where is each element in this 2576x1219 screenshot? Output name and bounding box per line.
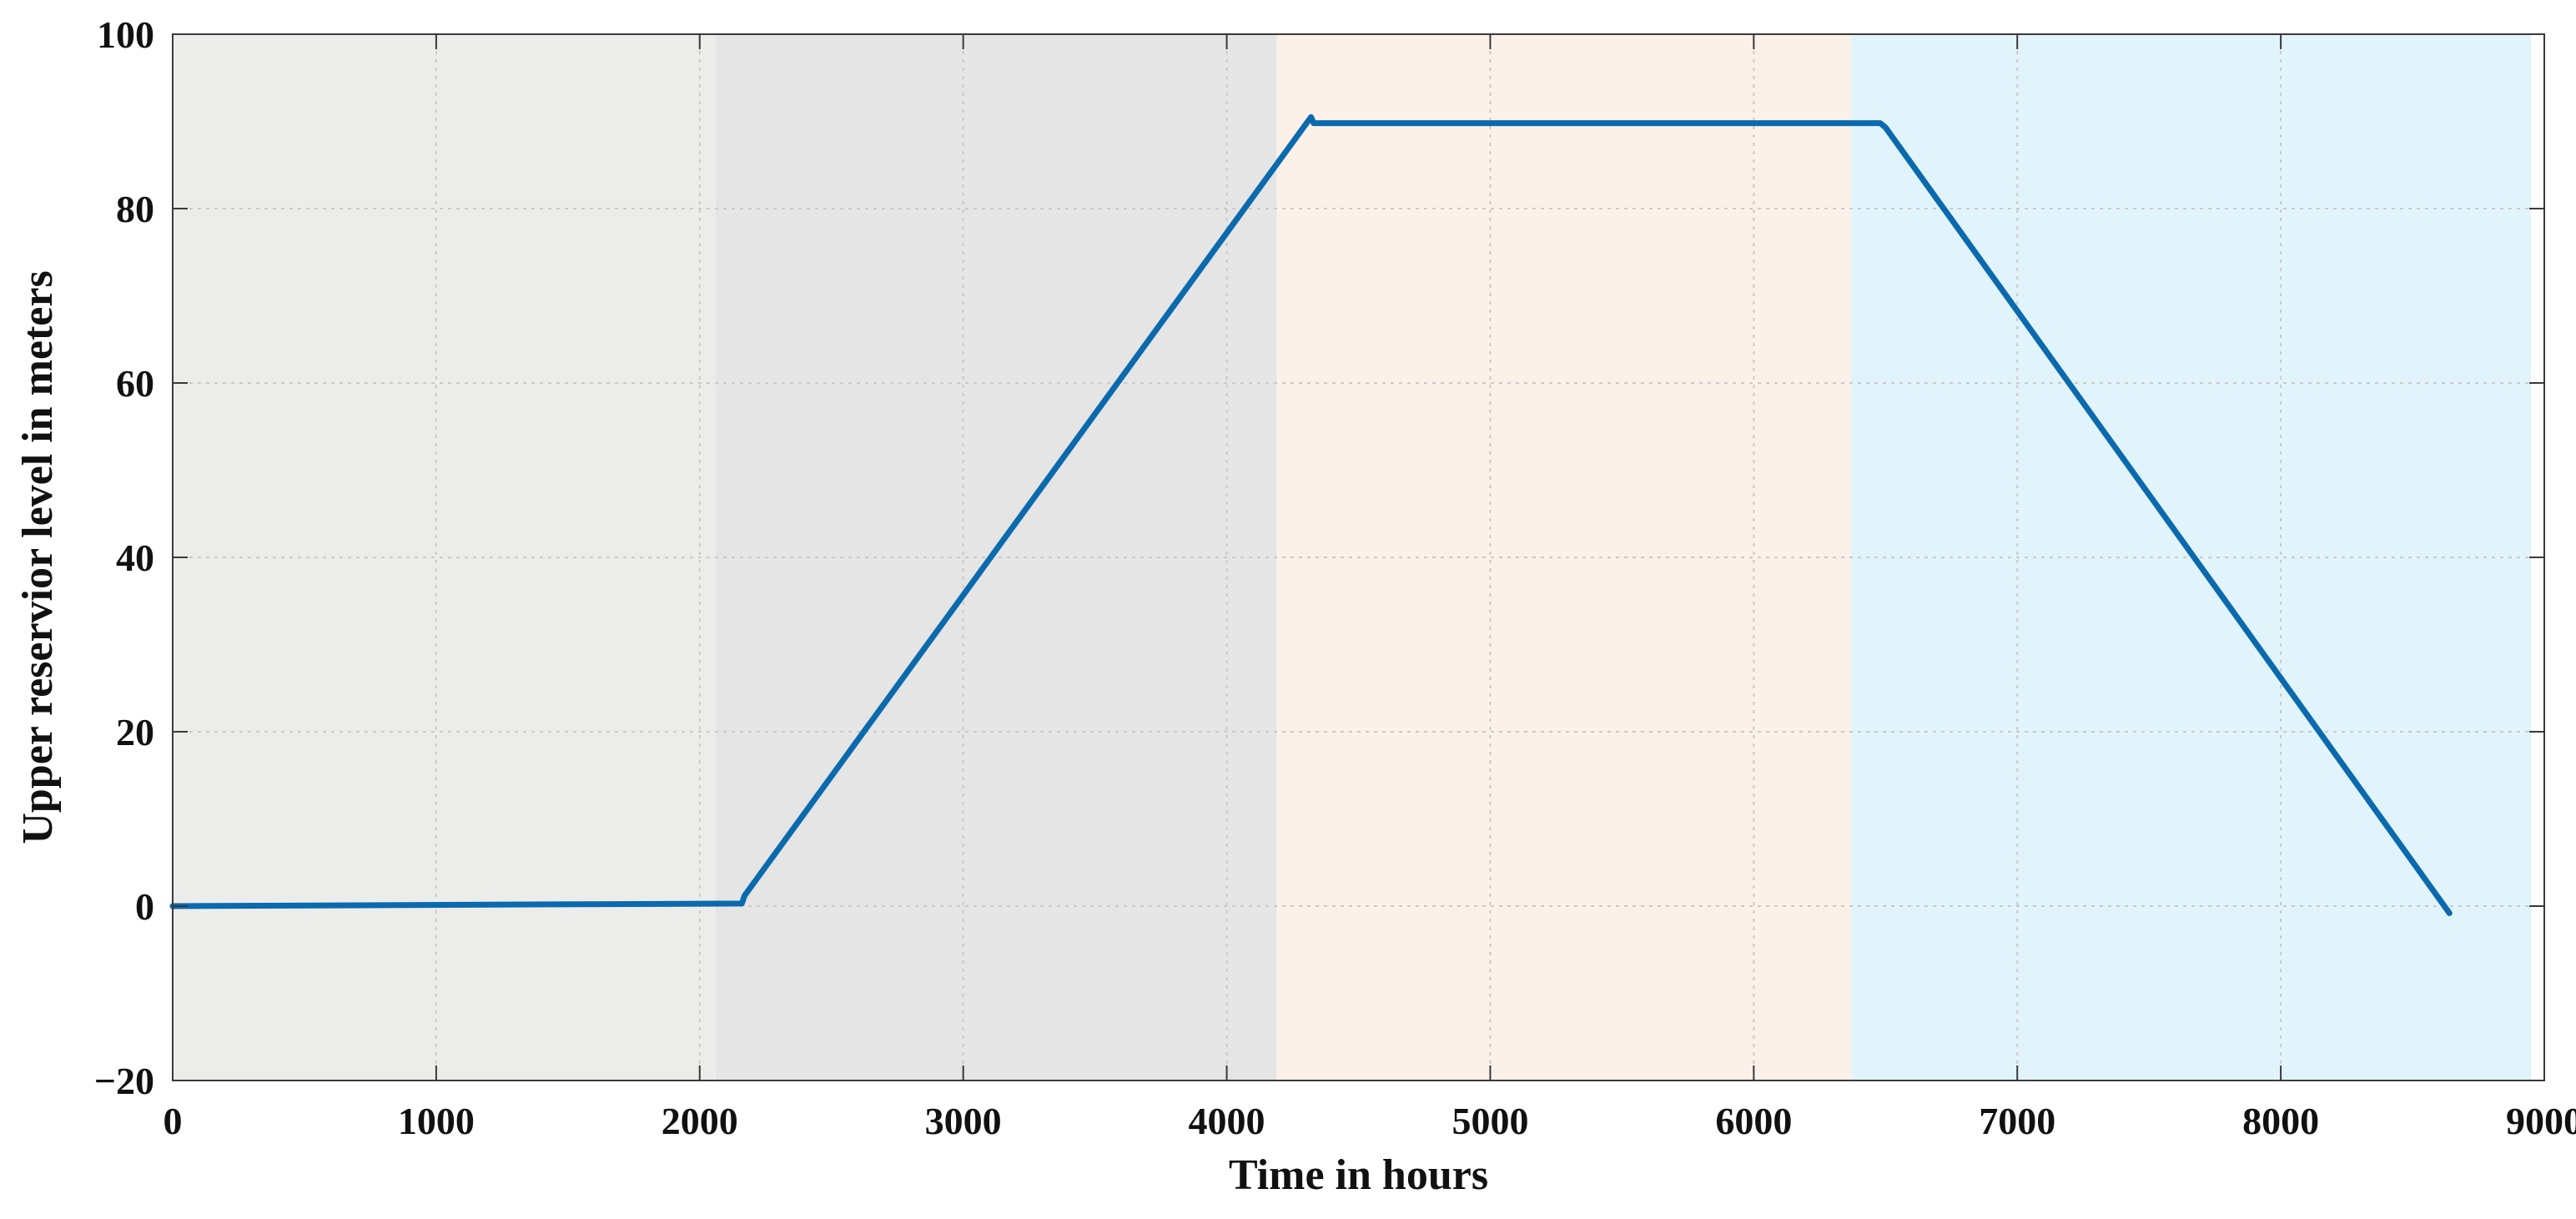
x-tick-label: 6000 [1715,1100,1792,1142]
y-axis-label: Upper reservior level in meters [14,270,62,844]
x-tick-label: 1000 [398,1100,475,1142]
y-tick-label: −20 [94,1060,154,1102]
x-tick-labels: 0 1000 2000 3000 4000 5000 6000 7000 8000 9000 [164,1100,2576,1142]
shaded-region-3 [1277,34,1852,1080]
y-tick-label: 0 [135,885,154,928]
x-axis-label: Time in hours [1229,1151,1488,1199]
y-tick-label: 20 [116,711,154,753]
x-tick-label: 9000 [2506,1100,2576,1142]
y-tick-label: 80 [116,188,154,230]
x-tick-label: 8000 [2242,1100,2319,1142]
x-tick-label: 4000 [1189,1100,1265,1142]
y-tick-label: 40 [116,536,154,579]
x-tick-label: 5000 [1452,1100,1528,1142]
x-tick-label: 0 [164,1100,183,1142]
x-tick-label: 7000 [1979,1100,2055,1142]
x-tick-label: 3000 [925,1100,1002,1142]
x-tick-label: 2000 [662,1100,738,1142]
y-tick-labels: −20 0 20 40 60 80 100 [94,13,154,1102]
y-tick-label: 60 [116,362,154,405]
y-tick-label: 100 [97,13,154,56]
